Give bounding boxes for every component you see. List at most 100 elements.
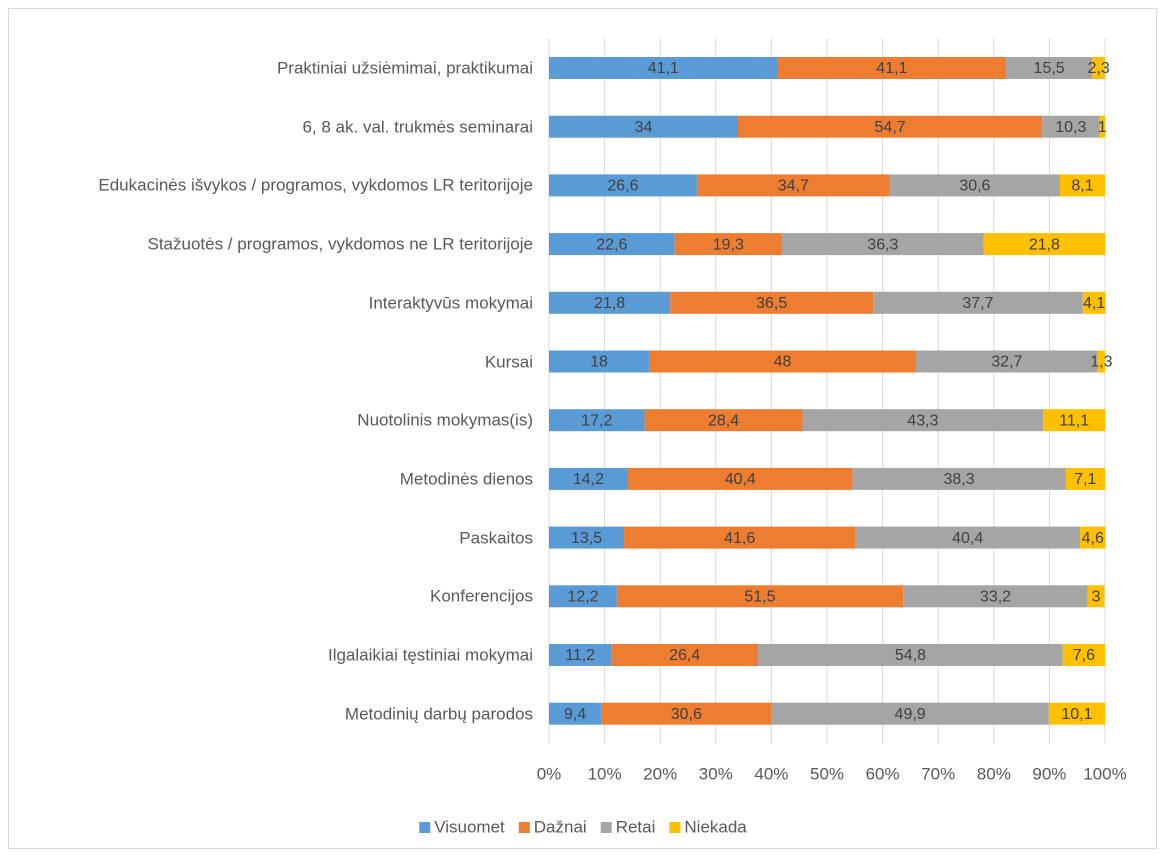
bar-segment [889, 174, 1060, 197]
data-label: 10,1 [1061, 706, 1092, 723]
bar-segment [781, 233, 984, 256]
bar-segment [549, 115, 739, 138]
bar-segment [696, 174, 890, 197]
legend-label: Retai [616, 817, 656, 836]
category-label: Stažuotės / programos, vykdomos ne LR te… [147, 234, 533, 254]
data-label: 36,5 [756, 295, 787, 312]
category-label: Nuotolinis mokymas(is) [357, 410, 533, 430]
bar-segment [873, 291, 1083, 314]
data-label: 21,8 [594, 295, 625, 312]
data-label: 36,3 [867, 236, 898, 253]
data-label: 34,7 [778, 178, 809, 195]
category-label: Konferencijos [429, 586, 533, 606]
data-label: 54,7 [875, 119, 906, 136]
category-label: Paskaitos [459, 528, 533, 548]
data-label: 43,3 [907, 412, 938, 429]
bar-segment [855, 526, 1080, 549]
bar-segment [624, 526, 856, 549]
bar-segment [616, 585, 904, 608]
data-label: 13,5 [571, 530, 602, 547]
bar-segment [1092, 57, 1105, 79]
bar-segment [983, 233, 1105, 256]
bar-segment [903, 585, 1088, 608]
data-label: 33,2 [980, 589, 1011, 606]
data-label: 49,9 [895, 706, 926, 723]
legend-swatch [419, 822, 431, 833]
legend-label: Dažnai [534, 817, 587, 836]
category-label: Edukacinės išvykos / programos, vykdomos… [98, 175, 533, 195]
bar-segment [1087, 585, 1105, 608]
data-label: 17,2 [581, 412, 612, 429]
bar-segment [549, 702, 602, 725]
category-label: Kursai [484, 352, 533, 371]
data-label: 26,4 [669, 647, 700, 664]
bar-segment [1062, 644, 1105, 666]
data-label: 12,2 [567, 589, 598, 606]
data-label: 22,6 [596, 236, 627, 253]
bar-segment [549, 467, 628, 490]
data-label: 4,1 [1083, 295, 1105, 312]
data-label: 48 [774, 354, 792, 371]
data-label: 11,1 [1059, 412, 1089, 429]
bar-segment [1059, 174, 1105, 197]
data-label: 37,7 [962, 295, 993, 312]
bar-segment [1065, 467, 1105, 490]
bar-segment [1079, 526, 1106, 549]
data-label: 10,3 [1055, 119, 1086, 136]
data-label: 40,4 [725, 471, 756, 488]
bar-segment [777, 57, 1007, 79]
data-label: 41,1 [648, 60, 679, 77]
data-label: 41,1 [876, 60, 907, 77]
legend-label: Niekada [684, 817, 747, 836]
x-tick-label: 70% [921, 764, 955, 783]
x-tick-label: 40% [754, 764, 788, 783]
data-label: 30,6 [959, 178, 990, 195]
chart-border [8, 8, 1157, 849]
category-label: Metodinių darbų parodos [344, 704, 533, 724]
data-label: 7,1 [1074, 471, 1096, 488]
x-tick-label: 90% [1032, 764, 1066, 783]
bar-segment [670, 291, 874, 314]
data-label: 38,3 [943, 471, 974, 488]
x-tick-label: 80% [977, 764, 1011, 783]
data-label: 11,2 [565, 647, 595, 664]
bar-segment [549, 291, 671, 314]
data-label: 1 [1098, 119, 1107, 136]
bar-segment [627, 467, 853, 490]
bar-segment [771, 702, 1049, 725]
bar-segment [915, 350, 1098, 373]
category-label: Ilgalaikiai tęstiniai mokymai [327, 645, 533, 665]
bar-segment [549, 526, 625, 549]
bar-segment [1099, 115, 1105, 138]
data-label: 28,4 [708, 412, 739, 429]
bar-segment [549, 57, 778, 79]
x-tick-label: 50% [810, 764, 844, 783]
data-label: 7,6 [1073, 647, 1095, 664]
data-label: 19,3 [713, 236, 744, 253]
x-tick-label: 10% [588, 764, 622, 783]
data-label: 30,6 [671, 706, 702, 723]
bar-segment [549, 174, 697, 197]
data-label: 3 [1092, 589, 1101, 606]
data-label: 1,3 [1090, 354, 1112, 371]
category-label: Praktiniai užsiėmimai, praktikumai [276, 58, 533, 78]
legend-swatch [669, 822, 681, 833]
data-label: 2,3 [1087, 60, 1109, 77]
bar-segment [738, 115, 1043, 138]
data-label: 34 [635, 119, 653, 136]
bar-segment [611, 644, 759, 666]
bar-segment [1006, 57, 1093, 79]
data-label: 14,2 [573, 471, 604, 488]
x-tick-label: 100% [1083, 764, 1126, 783]
bar-segment [601, 702, 772, 725]
bar-segment [1048, 702, 1105, 725]
bar-segment [674, 233, 782, 256]
data-label: 8,1 [1071, 178, 1093, 195]
data-label: 51,5 [744, 589, 775, 606]
bar-segment [852, 467, 1066, 490]
data-label: 40,4 [952, 530, 983, 547]
bar-segment [802, 409, 1044, 432]
bar-segment [758, 644, 1063, 666]
